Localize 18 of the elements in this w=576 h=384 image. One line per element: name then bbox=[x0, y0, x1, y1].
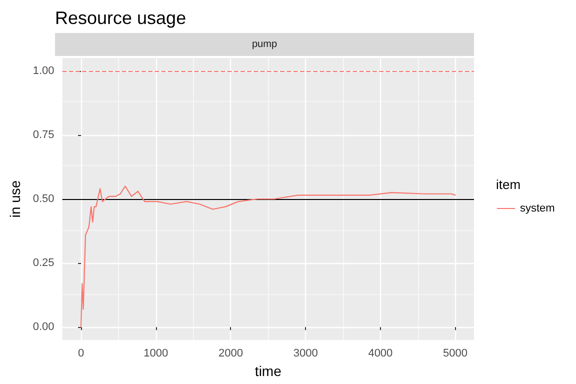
x-tick-label: 0 bbox=[78, 348, 84, 360]
y-tick-label: 0.00 bbox=[32, 321, 54, 334]
y-tick-label: 1.00 bbox=[32, 64, 54, 77]
y-axis-title: in use bbox=[7, 180, 23, 218]
chart-subtitle: pump bbox=[252, 39, 278, 50]
line-series bbox=[80, 186, 456, 328]
x-tick-label: 1000 bbox=[144, 348, 168, 360]
legend-label: system bbox=[520, 202, 555, 214]
y-tick-label: 0.75 bbox=[32, 128, 54, 141]
x-tick-label: 3000 bbox=[293, 348, 318, 360]
x-tick-label: 2000 bbox=[218, 348, 243, 360]
legend-title: item bbox=[496, 177, 521, 192]
x-axis-title: time bbox=[254, 362, 282, 379]
y-tick-label: 0.50 bbox=[32, 193, 54, 205]
x-tick-label: 5000 bbox=[443, 348, 468, 360]
chart-title: Resource usage bbox=[55, 8, 186, 28]
y-tick-label: 0.25 bbox=[32, 257, 54, 270]
x-tick-label: 4000 bbox=[368, 348, 393, 360]
